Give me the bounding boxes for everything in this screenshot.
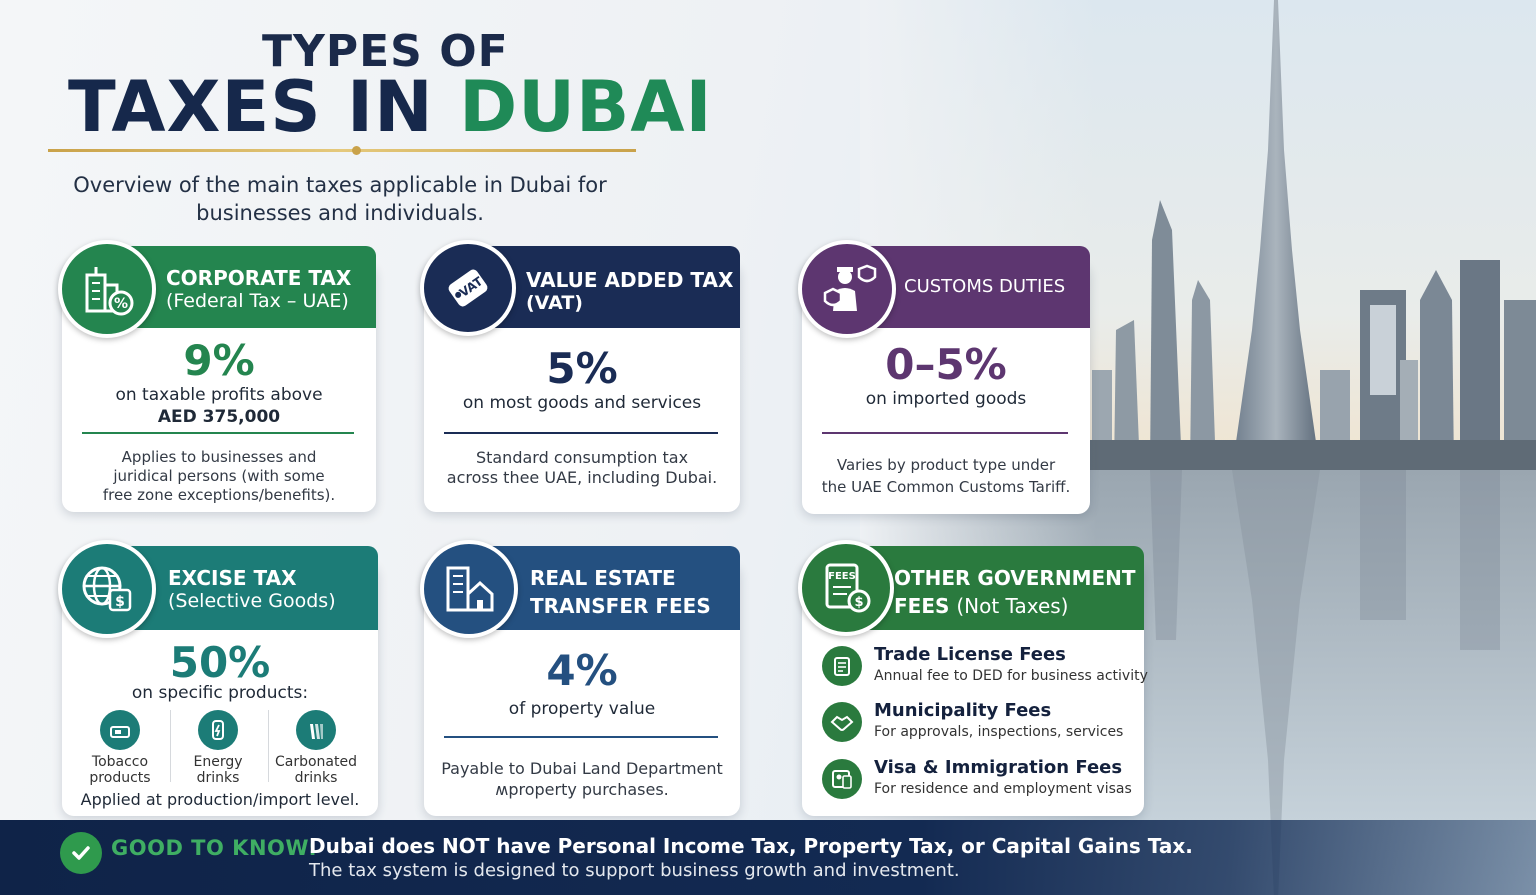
vat-note-line-1: Standard consumption tax xyxy=(475,448,689,467)
customs-note-line-1: Varies by product type under xyxy=(836,456,1056,474)
vat-tag-icon: VAT xyxy=(420,240,516,336)
real-estate-banner: REAL ESTATE TRANSFER FEES xyxy=(480,546,740,630)
corporate-note-line-2: juridical persons (with some xyxy=(113,467,325,485)
tobacco-icon xyxy=(100,710,140,750)
building-percent-icon: % xyxy=(58,240,156,338)
corporate-note-line-3: free zone exceptions/benefits). xyxy=(102,486,336,504)
title-main-text: TAXES IN xyxy=(68,66,460,148)
license-icon xyxy=(822,646,862,686)
subtitle-line-1: Overview of the main taxes applicable in… xyxy=(73,173,607,197)
title-accent-text: DUBAI xyxy=(459,66,713,148)
excise-rate: 50% xyxy=(169,638,271,687)
fee-visa-sub: For residence and employment visas xyxy=(874,781,1132,797)
real-estate-subtitle: TRANSFER FEES xyxy=(530,594,711,618)
good-to-know-footer: GOOD TO KNOW: Dubai does NOT have Person… xyxy=(0,820,1536,895)
customs-desc: on imported goods xyxy=(865,389,1027,409)
real-estate-title: REAL ESTATE xyxy=(530,566,676,590)
title-line-2: TAXES IN DUBAI xyxy=(68,66,713,148)
good-to-know-sub: The tax system is designed to support bu… xyxy=(309,860,960,881)
customs-officer-icon xyxy=(798,240,896,338)
real-estate-rate: 4% xyxy=(546,646,618,695)
fees-document-icon: FEES $ xyxy=(798,540,894,636)
energy-drink-icon xyxy=(198,710,238,750)
subtitle-line-2: businesses and individuals. xyxy=(196,201,484,225)
corporate-desc-line-2: AED 375,000 xyxy=(157,407,281,427)
excise-desc: on specific products: xyxy=(131,683,309,703)
vat-subtitle: (VAT) xyxy=(526,292,583,314)
other-fees-banner: OTHER GOVERNMENT FEES (Not Taxes) xyxy=(858,546,1144,630)
house-building-icon xyxy=(420,540,518,638)
real-estate-note-line-1: Payable to Dubai Land Department xyxy=(441,759,723,778)
excise-product-tobacco: Tobacco products xyxy=(72,710,168,786)
excise-title: EXCISE TAX xyxy=(168,566,297,590)
excise-subtitle: (Selective Goods) xyxy=(168,590,336,612)
svg-text:$: $ xyxy=(115,594,125,610)
corporate-tax-title: CORPORATE TAX xyxy=(166,266,352,290)
corporate-tax-rate: 9% xyxy=(183,336,255,385)
good-to-know-label: GOOD TO KNOW: xyxy=(111,836,318,860)
real-estate-note-line-2: ʍproperty purchases. xyxy=(495,780,669,799)
vat-note: Standard consumption tax across thee UAE… xyxy=(424,448,740,488)
corporate-note-line-1: Applies to businesses and xyxy=(121,448,317,466)
check-icon xyxy=(60,832,102,874)
vat-note-line-2: across thee UAE, including Dubai. xyxy=(446,468,718,487)
corporate-desc-line-1: on taxable profits above xyxy=(115,385,323,405)
customs-title: CUSTOMS DUTIES xyxy=(904,276,1066,297)
svg-text:%: % xyxy=(114,296,128,312)
fee-visa-title: Visa & Immigration Fees xyxy=(874,757,1123,778)
vat-title: VALUE ADDED TAX xyxy=(526,268,734,292)
excise-product-energy: Energy drinks xyxy=(170,710,266,786)
corporate-divider xyxy=(82,432,354,434)
carbonated-label-1: Carbonated xyxy=(274,754,357,770)
title-divider-dot xyxy=(352,146,361,155)
tobacco-label-2: products xyxy=(89,770,151,786)
other-fees-subtitle-normal: (Not Taxes) xyxy=(956,594,1069,618)
excise-note: Applied at production/import level. xyxy=(80,790,360,809)
svg-text:$: $ xyxy=(854,595,863,610)
real-estate-divider xyxy=(444,736,718,738)
real-estate-desc: of property value xyxy=(508,699,656,719)
vat-rate: 5% xyxy=(546,344,618,393)
fee-municipality-title: Municipality Fees xyxy=(874,700,1052,721)
other-fees-subtitle: FEES (Not Taxes) xyxy=(894,594,1144,618)
corporate-tax-note: Applies to businesses and juridical pers… xyxy=(62,448,376,505)
product-separator xyxy=(170,710,171,782)
customs-banner: CUSTOMS DUTIES xyxy=(860,246,1090,328)
title-line-1: TYPES OF xyxy=(262,26,509,77)
excise-product-carbonated: Carbonated drinks xyxy=(268,710,364,786)
fee-trade-license-title: Trade License Fees xyxy=(874,644,1066,665)
other-fees-subtitle-bold: FEES xyxy=(894,594,957,618)
customs-rate: 0–5% xyxy=(885,340,1007,389)
excise-banner: EXCISE TAX (Selective Goods) xyxy=(120,546,378,630)
corporate-tax-banner: CORPORATE TAX (Federal Tax – UAE) xyxy=(120,246,376,328)
globe-dollar-icon: $ xyxy=(58,540,156,638)
customs-divider xyxy=(822,432,1068,434)
corporate-tax-subtitle: (Federal Tax – UAE) xyxy=(166,290,349,312)
vat-desc: on most goods and services xyxy=(462,393,702,413)
visa-icon xyxy=(822,759,862,799)
title-divider xyxy=(48,149,636,152)
product-separator xyxy=(268,710,269,782)
customs-note: Varies by product type under the UAE Com… xyxy=(802,454,1090,498)
handshake-icon xyxy=(822,702,862,742)
fee-municipality-sub: For approvals, inspections, services xyxy=(874,724,1124,740)
other-fees-title: OTHER GOVERNMENT xyxy=(894,566,1136,590)
carbonated-label-2: drinks xyxy=(294,770,338,786)
tobacco-label-1: Tobacco xyxy=(91,754,149,770)
vat-divider xyxy=(444,432,718,434)
corporate-tax-desc: on taxable profits above AED 375,000 xyxy=(62,384,376,428)
good-to-know-main: Dubai does NOT have Personal Income Tax,… xyxy=(309,834,1193,858)
vat-banner: VALUE ADDED TAX (VAT) xyxy=(480,246,740,328)
energy-label-2: drinks xyxy=(196,770,240,786)
fees-icon-text: FEES xyxy=(828,571,856,582)
energy-label-1: Energy xyxy=(193,754,243,770)
customs-note-line-2: the UAE Common Customs Tariff. xyxy=(821,478,1071,496)
carbonated-drink-icon xyxy=(296,710,336,750)
real-estate-note: Payable to Dubai Land Department ʍproper… xyxy=(424,758,740,800)
subtitle: Overview of the main taxes applicable in… xyxy=(60,171,620,227)
fee-trade-license-sub: Annual fee to DED for business activity xyxy=(874,668,1148,684)
